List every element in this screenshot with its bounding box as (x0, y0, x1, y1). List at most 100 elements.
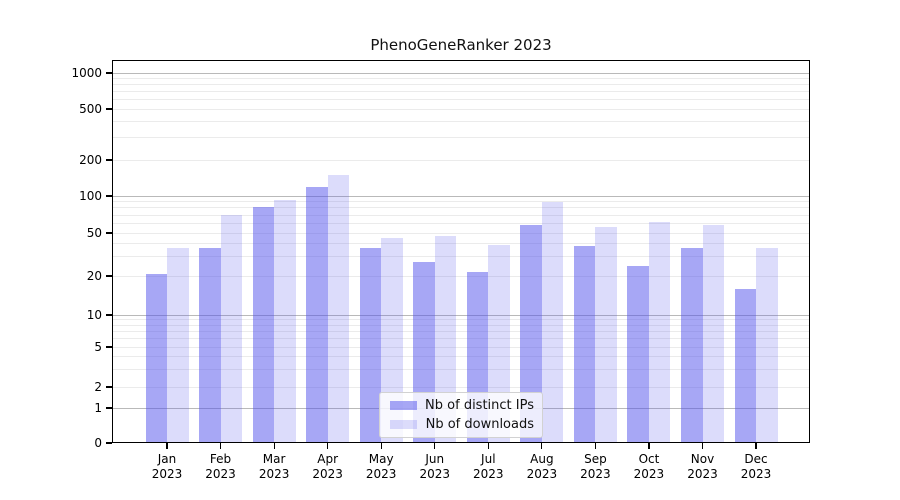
bar-downloads-feb (220, 215, 243, 443)
minor-gridline (112, 338, 810, 340)
x-tick-label: Feb 2023 (205, 452, 236, 481)
minor-gridline (112, 232, 810, 234)
y-tick-mark (106, 195, 112, 197)
plot-area: 0 1 2 5 10 20 50 100 200 500 1000 Jan 2023 Feb 2023 M… (71, 60, 810, 481)
major-gridline (112, 72, 810, 74)
minor-gridline (112, 136, 810, 138)
y-tick-label: 1000 (71, 66, 102, 80)
major-gridline (112, 195, 810, 197)
bar-distinct-ips-sep (573, 245, 596, 443)
x-tick-label: Apr 2023 (312, 452, 343, 481)
chart-title: PhenoGeneRanker 2023 (370, 36, 552, 54)
minor-gridline (112, 222, 810, 224)
y-tick-mark (106, 72, 112, 74)
bar-distinct-ips-dec (734, 288, 757, 443)
bar-distinct-ips-apr (306, 186, 328, 443)
y-tick-mark (106, 108, 112, 110)
x-tick-mark (648, 443, 650, 449)
x-tick-label: Oct 2023 (633, 452, 665, 481)
bar-distinct-ips-feb (199, 248, 221, 443)
x-tick-mark (380, 443, 382, 449)
y-tick-label: 2 (94, 380, 102, 394)
bar-downloads-jan (167, 248, 189, 443)
bar-distinct-ips-aug (520, 225, 542, 443)
x-tick-label: Jul 2023 (473, 452, 504, 481)
bar-distinct-ips-mar (252, 206, 275, 443)
x-tick-label: Jun 2023 (419, 452, 451, 481)
y-tick-mark (106, 314, 112, 316)
legend-label-distinct-ips: Nb of distinct IPs (425, 397, 534, 413)
x-tick-label: Sep 2023 (580, 452, 611, 481)
x-tick-label: Jan 2023 (151, 452, 183, 481)
bar-distinct-ips-nov (681, 248, 703, 443)
bar-distinct-ips-may (359, 248, 382, 443)
legend: Nb of distinct IPs Nb of downloads (379, 392, 543, 438)
minor-gridline (112, 214, 810, 216)
x-tick-label: Aug 2023 (526, 452, 558, 481)
minor-gridline (112, 386, 810, 388)
minor-gridline (112, 346, 810, 348)
x-tick-label: Mar 2023 (258, 452, 290, 481)
bar-distinct-ips-jan (145, 273, 167, 443)
y-tick-label: 500 (79, 102, 102, 116)
bar-distinct-ips-oct (627, 265, 649, 443)
x-tick-mark (755, 443, 757, 449)
minor-gridline (112, 108, 810, 110)
y-tick-label: 5 (94, 340, 102, 354)
minor-gridline (112, 77, 810, 79)
minor-gridline (112, 242, 810, 244)
minor-gridline (112, 275, 810, 277)
y-tick-mark (106, 232, 112, 234)
bar-downloads-apr (327, 174, 350, 443)
y-tick-mark (106, 407, 112, 409)
legend-swatch-distinct-ips (390, 401, 417, 410)
x-tick-mark (434, 443, 436, 449)
y-tick-label: 10 (86, 308, 102, 322)
minor-gridline (112, 330, 810, 332)
minor-gridline (112, 84, 810, 86)
minor-gridline (112, 99, 810, 101)
legend-label-downloads: Nb of downloads (425, 416, 534, 432)
y-tick-label: 100 (79, 189, 102, 203)
minor-gridline (112, 201, 810, 203)
minor-gridline (112, 256, 810, 258)
legend-item-downloads: Nb of downloads (386, 416, 536, 432)
minor-gridline (112, 319, 810, 321)
x-tick-mark (541, 443, 543, 449)
x-tick-mark (273, 443, 275, 449)
minor-gridline (112, 159, 810, 161)
bar-downloads-aug (541, 201, 564, 443)
x-tick-mark (219, 443, 222, 449)
y-tick-label: 200 (79, 153, 102, 167)
bar-downloads-nov (702, 225, 724, 443)
minor-gridline (112, 368, 810, 370)
y-tick-label: 1 (94, 401, 102, 415)
bar-downloads-jun (434, 235, 457, 443)
x-tick-label: Dec 2023 (740, 452, 772, 481)
minor-gridline (112, 207, 810, 209)
y-tick-mark (106, 159, 112, 161)
x-tick-mark (487, 443, 489, 449)
major-gridline (112, 314, 810, 316)
y-tick-mark (106, 275, 112, 277)
bar-downloads-oct (648, 222, 671, 443)
y-tick-label: 20 (86, 269, 102, 283)
y-tick-label: 0 (94, 436, 102, 450)
legend-swatch-downloads (390, 420, 417, 429)
x-tick-mark (594, 443, 596, 449)
x-tick-label: Nov 2023 (687, 452, 718, 481)
x-tick-mark (701, 443, 704, 449)
x-tick-mark (327, 443, 329, 449)
bar-downloads-may (381, 237, 403, 443)
minor-gridline (112, 356, 810, 358)
bar-downloads-sep (595, 226, 617, 443)
x-tick-mark (166, 443, 168, 449)
bar-downloads-dec (756, 248, 778, 443)
legend-item-distinct-ips: Nb of distinct IPs (386, 397, 536, 413)
y-tick-mark (106, 442, 112, 444)
y-tick-label: 50 (86, 226, 102, 240)
minor-gridline (112, 324, 810, 326)
x-tick-label: May 2023 (365, 452, 397, 481)
y-tick-mark (106, 386, 112, 388)
